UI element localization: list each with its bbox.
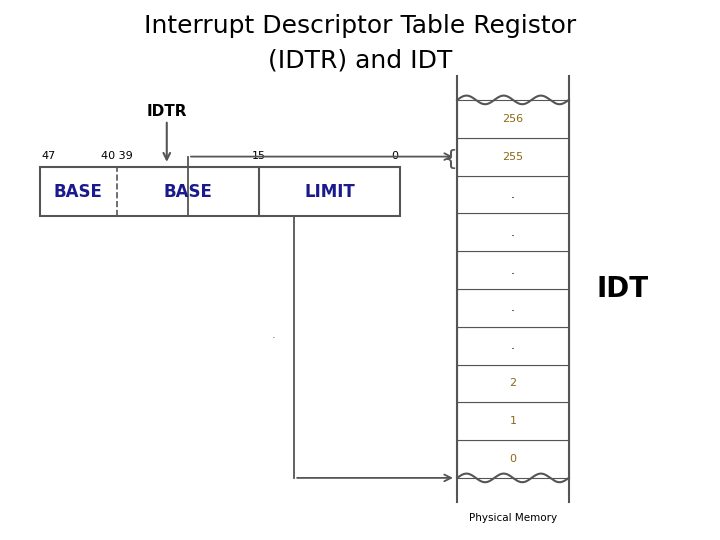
Text: Interrupt Descriptor Table Registor: Interrupt Descriptor Table Registor <box>144 14 576 37</box>
Text: 256: 256 <box>503 114 523 124</box>
Bar <box>457 251 569 289</box>
Text: }: } <box>439 146 454 167</box>
Text: 2: 2 <box>510 379 516 388</box>
Text: 255: 255 <box>503 152 523 161</box>
Text: BASE: BASE <box>163 183 212 201</box>
Bar <box>457 100 569 138</box>
Text: .: . <box>511 188 515 201</box>
Text: BASE: BASE <box>54 183 103 201</box>
Text: 0: 0 <box>510 454 516 464</box>
Text: .: . <box>511 301 515 314</box>
Bar <box>457 364 569 402</box>
Text: 47: 47 <box>41 151 55 161</box>
Text: 1: 1 <box>510 416 516 426</box>
Text: IDT: IDT <box>597 275 649 303</box>
Bar <box>40 167 400 216</box>
Text: .: . <box>271 330 276 340</box>
Bar <box>457 327 569 364</box>
Text: 15: 15 <box>252 151 266 161</box>
Bar <box>457 138 569 176</box>
Bar <box>457 289 569 327</box>
Text: Physical Memory: Physical Memory <box>469 513 557 523</box>
Text: .: . <box>511 226 515 239</box>
Text: .: . <box>511 339 515 352</box>
Text: 40 39: 40 39 <box>101 151 133 161</box>
Bar <box>457 440 569 478</box>
Text: IDTR: IDTR <box>147 104 187 119</box>
Bar <box>457 402 569 440</box>
Text: .: . <box>511 264 515 276</box>
Text: LIMIT: LIMIT <box>304 183 355 201</box>
Bar <box>457 213 569 251</box>
Text: 0: 0 <box>391 151 398 161</box>
Bar <box>457 176 569 213</box>
Text: (IDTR) and IDT: (IDTR) and IDT <box>268 49 452 72</box>
